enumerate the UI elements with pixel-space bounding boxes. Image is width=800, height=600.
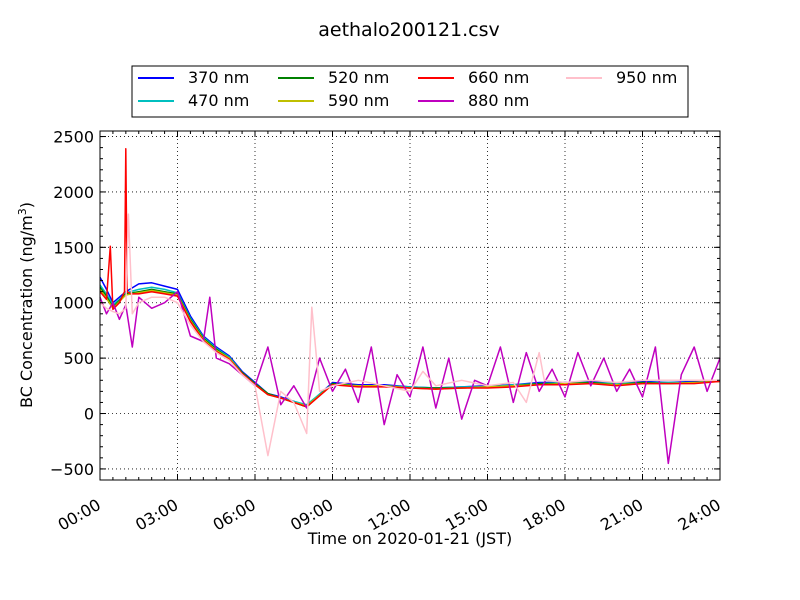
- y-tick-label: 1500: [53, 238, 94, 257]
- legend-box: [131, 65, 689, 118]
- y-axis-label-superscript: 3: [16, 208, 29, 215]
- y-axis-label: BC Concentration (ng/m3): [16, 202, 36, 408]
- legend-label: 590 nm: [328, 91, 389, 110]
- legend-items: 370 nm 470 nm 520 nm 590 nm 660 nm 880 nm 950 …: [138, 68, 677, 110]
- legend-item: 880 nm: [418, 91, 529, 110]
- series-line-880-nm: [99, 290, 721, 465]
- legend-label: 880 nm: [468, 91, 529, 110]
- y-tick-label: 0: [84, 405, 94, 424]
- legend-label: 370 nm: [188, 68, 249, 87]
- legend-item: 590 nm: [278, 91, 389, 110]
- series-line-660-nm: [99, 147, 721, 408]
- legend-item: 520 nm: [278, 68, 389, 87]
- legend: 370 nm 470 nm 520 nm 590 nm 660 nm 880 nm 950 …: [131, 65, 689, 118]
- legend-item: 470 nm: [138, 91, 249, 110]
- legend-item: 950 nm: [566, 68, 677, 87]
- legend-label: 660 nm: [468, 68, 529, 87]
- y-tick-label: 2000: [53, 183, 94, 202]
- y-tick-label: 2500: [53, 128, 94, 147]
- legend-item: 370 nm: [138, 68, 249, 87]
- y-tick-label: −500: [50, 460, 94, 479]
- chart-title: aethalo200121.csv: [318, 19, 500, 41]
- y-tick-label: 1000: [53, 294, 94, 313]
- legend-item: 660 nm: [418, 68, 529, 87]
- grid: [100, 131, 720, 480]
- x-axis-label: Time on 2020-01-21 (JST): [307, 529, 512, 548]
- legend-label: 950 nm: [616, 68, 677, 87]
- legend-label: 470 nm: [188, 91, 249, 110]
- series-line-950-nm: [99, 213, 720, 457]
- legend-label: 520 nm: [328, 68, 389, 87]
- y-axis-label-suffix: ): [17, 202, 36, 208]
- series-lines: [99, 147, 721, 465]
- y-axis-label-text: BC Concentration (ng/m: [17, 215, 36, 408]
- y-tick-label: 500: [63, 349, 94, 368]
